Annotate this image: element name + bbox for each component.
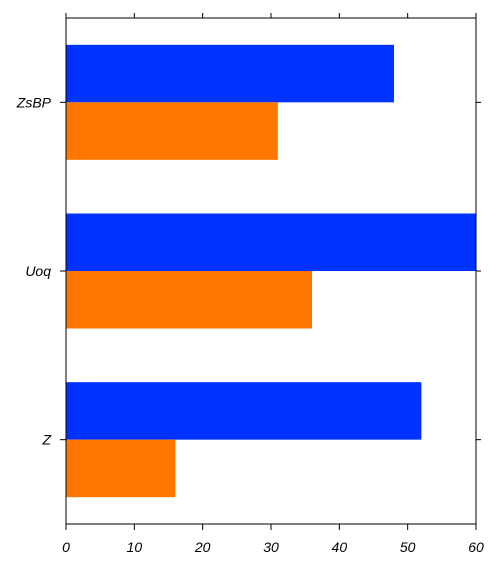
bar-Uoq-series-2 <box>66 271 312 329</box>
y-category-label: ZsBP <box>16 94 52 110</box>
x-tick-label: 10 <box>127 539 143 555</box>
bar-Z-series-1 <box>66 382 422 440</box>
x-tick-label: 30 <box>263 539 279 555</box>
y-category-label: Z <box>41 432 51 448</box>
labels-layer: 0 10 20 30 40 50 60 ZsBP Uoq Z <box>16 94 484 555</box>
bar-Uoq-series-1 <box>66 213 476 271</box>
bar-Z-series-2 <box>66 439 176 498</box>
bar-ZsBP-series-2 <box>66 102 278 160</box>
x-tick-label: 0 <box>62 539 70 555</box>
x-tick-label: 50 <box>400 539 416 555</box>
x-tick-label: 20 <box>194 539 211 555</box>
axes-layer <box>60 13 481 530</box>
x-tick-label: 60 <box>468 539 484 555</box>
x-tick-label: 40 <box>332 539 348 555</box>
bars-layer <box>66 44 476 498</box>
y-category-label: Uoq <box>25 263 51 279</box>
bar-ZsBP-series-1 <box>66 44 394 103</box>
